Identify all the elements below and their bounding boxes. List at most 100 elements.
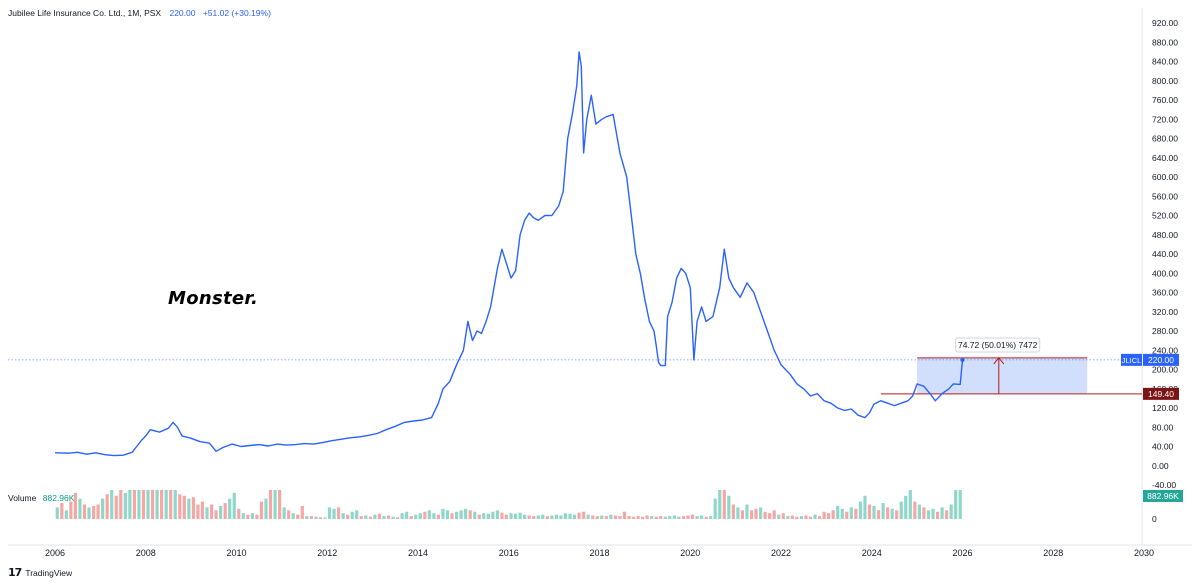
text-annotation[interactable]: Monster. [168, 288, 259, 309]
volume-bar [699, 515, 704, 519]
volume-bar [954, 490, 958, 519]
volume-bar [727, 495, 731, 519]
volume-bar [468, 510, 472, 519]
volume-bar [677, 516, 681, 519]
price-tick-label: 920.00 [1152, 18, 1178, 28]
range-tooltip-text: 74.72 (50.01%) 7472 [958, 340, 1038, 350]
volume-bar [282, 507, 286, 519]
volume-bar [169, 490, 173, 519]
volume-bar [146, 490, 150, 519]
volume-bar [69, 501, 73, 519]
volume-bar [849, 507, 853, 519]
price-tick-label: 200.00 [1152, 365, 1178, 375]
volume-bar [749, 510, 754, 519]
volume-label: Volume [8, 493, 37, 503]
volume-bar [550, 515, 554, 519]
time-tick-label: 2028 [1043, 548, 1063, 558]
price-tick-label: 480.00 [1152, 230, 1178, 240]
volume-bar [731, 504, 735, 519]
volume-bar [881, 503, 885, 519]
volume-bar [209, 504, 214, 519]
volume-bar [96, 504, 100, 519]
price-range-tool[interactable]: 74.72 (50.01%) 7472 [880, 337, 1142, 395]
time-tick-label: 2014 [408, 548, 428, 558]
volume-bar [368, 516, 372, 519]
volume-bar [427, 510, 431, 519]
tradingview-branding[interactable]: 17 TradingView [8, 566, 72, 579]
volume-bar [618, 516, 622, 519]
volume-bar [318, 517, 323, 519]
volume-bar [110, 490, 114, 519]
volume-zero-label: 0 [1152, 514, 1157, 524]
volume-bar [886, 507, 890, 519]
volume-bar [736, 507, 740, 519]
volume-bar [527, 515, 531, 519]
volume-bar [473, 511, 477, 519]
volume-bar [87, 507, 91, 519]
volume-bar [477, 514, 481, 519]
volume-bar [405, 511, 409, 519]
price-axis-badges: JLICL 220.00 149.40 882.96K [1121, 353, 1183, 502]
volume-bar [219, 505, 223, 519]
volume-bar [740, 510, 745, 519]
time-axis[interactable]: 2006 2008 2010 2012 2014 2016 2018 2020 2022 2024… [45, 548, 1154, 558]
volume-bar [804, 515, 808, 519]
volume-bar [400, 513, 404, 519]
volume-bar [895, 510, 899, 519]
volume-bar [445, 510, 450, 519]
time-tick-label: 2030 [1134, 548, 1154, 558]
volume-bar [409, 516, 413, 519]
time-tick-label: 2024 [862, 548, 882, 558]
volume-bar [813, 514, 817, 519]
volume-bar [663, 516, 667, 519]
volume-bar [423, 511, 427, 519]
volume-bar [686, 515, 690, 519]
volume-bar [418, 513, 422, 519]
volume-bar [200, 501, 205, 519]
volume-bar [336, 507, 341, 519]
price-tick-label: 760.00 [1152, 95, 1178, 105]
price-line-series [8, 51, 1142, 457]
volume-bar [709, 516, 713, 519]
price-tick-label: 600.00 [1152, 172, 1178, 182]
volume-bar [386, 515, 391, 519]
volume-legend[interactable]: Volume 882.96K [8, 493, 74, 503]
volume-bar [341, 513, 345, 519]
volume-bar [854, 508, 858, 519]
price-tick-label: 80.00 [1152, 422, 1174, 432]
volume-bar [777, 514, 781, 519]
price-tick-label: 280.00 [1152, 326, 1178, 336]
symbol-title[interactable]: Jubilee Life Insurance Co. Ltd., 1M, PSX [8, 8, 162, 18]
time-tick-label: 2022 [771, 548, 791, 558]
volume-bar [758, 507, 763, 519]
range-low-badge-text: 149.40 [1148, 389, 1174, 399]
price-tick-label: 120.00 [1152, 403, 1178, 413]
price-tick-label: 240.00 [1152, 345, 1178, 355]
volume-bar [572, 514, 577, 519]
volume-bar [609, 514, 613, 519]
volume-bar [772, 510, 776, 519]
last-price-badge [1143, 353, 1179, 366]
volume-bar [822, 511, 826, 519]
volume-bar [763, 511, 767, 519]
volume-bar [495, 510, 500, 519]
volume-bar [123, 492, 127, 519]
volume-bar [523, 514, 527, 519]
price-tick-label: 680.00 [1152, 134, 1178, 144]
volume-bar [949, 504, 953, 519]
volume-bar [450, 513, 454, 519]
time-tick-label: 2010 [226, 548, 246, 558]
range-fill [917, 357, 1088, 394]
last-point-marker [960, 357, 965, 362]
volume-bar [223, 503, 227, 519]
volume-bar [205, 507, 209, 519]
time-tick-label: 2012 [317, 548, 337, 558]
volume-bar [768, 513, 772, 519]
volume-bar [78, 498, 82, 519]
volume-bar [241, 513, 245, 519]
price-axis[interactable]: -40.000.0040.0080.00120.00160.00200.0024… [8, 8, 1192, 546]
volume-bar [808, 516, 813, 519]
volume-bar [545, 516, 549, 519]
volume-bar [486, 513, 490, 519]
